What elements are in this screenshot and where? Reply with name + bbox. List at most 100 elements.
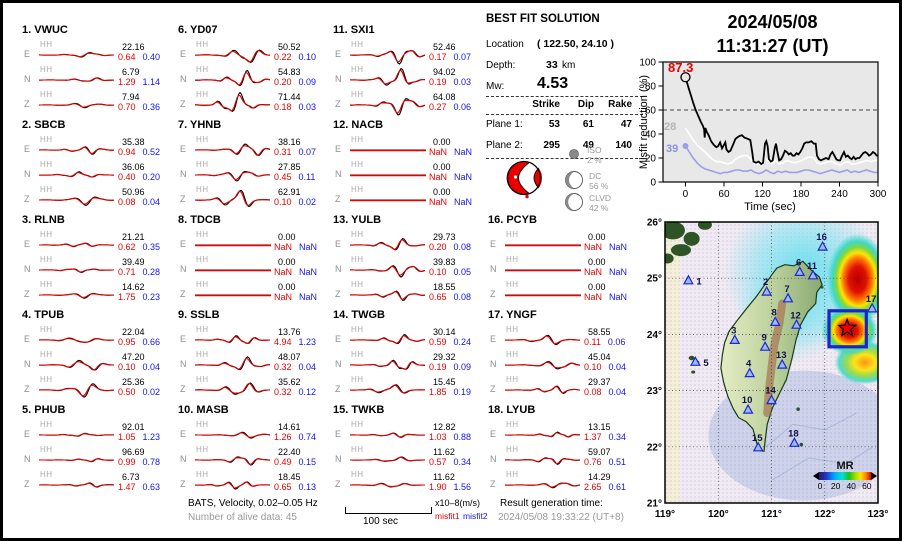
misfit1-value: 0.95 [118, 337, 136, 347]
misfit1-value: 0.10 [429, 267, 447, 277]
station-label: 3. RLNB [22, 214, 65, 226]
peak-amplitude: 30.14 [433, 327, 456, 337]
synthetic-trace [350, 432, 426, 438]
channel-code-label: HH [196, 40, 209, 49]
trace-values: 50.96 0.08 0.04 [118, 187, 160, 207]
waveform-trace [194, 170, 271, 182]
channel-code-label: HH [40, 375, 53, 384]
misfit2-value: 0.61 [608, 482, 627, 492]
peak-amplitude: 38.16 [278, 137, 301, 147]
peak-amplitude: 47.20 [122, 352, 145, 362]
misfit1-value: 0.76 [584, 457, 602, 467]
channel-code-label: HH [196, 375, 209, 384]
observed-trace [194, 356, 271, 371]
synthetic-trace [38, 146, 115, 155]
trace-values: 18.45 0.65 0.13 [274, 472, 316, 492]
misfit2-value: 0.05 [453, 267, 472, 277]
channel-code-label: HH [506, 420, 519, 429]
waveform-trace [194, 431, 271, 439]
best-start-marker [680, 72, 691, 83]
synthetic-trace [194, 190, 271, 207]
waveform-trace [39, 337, 115, 343]
trace-values: 38.16 0.31 0.07 [274, 137, 316, 157]
peak-amplitude: 14.29 [588, 472, 611, 482]
station-block: 6. YD07 E HH 50.52 0.22 0.10 N HH 54.83 0.20 0.09 Z… [178, 24, 332, 117]
channel-code-label: HH [40, 230, 53, 239]
channel-code-label: HH [196, 420, 209, 429]
peak-amplitude: 11.62 [433, 472, 455, 482]
epicenter-star [837, 317, 858, 337]
trace-values: 39.83 0.10 0.05 [429, 257, 471, 277]
depth-unit: km [562, 60, 576, 71]
trace-values: 48.07 0.32 0.04 [274, 352, 316, 372]
misfit2-value: 0.36 [142, 102, 161, 112]
component-label: N [180, 74, 187, 84]
component-label: Z [335, 479, 341, 489]
station-block: 18. LYUB E HH 13.15 1.37 0.34 N HH 59.07 0.76 0.51… [488, 404, 642, 497]
synthetic-trace [194, 358, 271, 370]
station-block: 16. PCYB E HH 0.00 NaN NaN N HH 0.00 NaN NaN Z HH 0.0… [488, 214, 642, 307]
misfit1-value: 0.62 [118, 242, 136, 252]
plane1-strike: 53 [548, 119, 560, 130]
peak-amplitude: 50.96 [122, 187, 145, 197]
map-station-marker [689, 356, 701, 366]
trace-values: 62.91 0.10 0.02 [274, 187, 316, 207]
station-label: 6. YD07 [178, 24, 218, 36]
misfit1-value: 1.29 [118, 77, 136, 87]
x-tick-label: 300 [870, 189, 887, 200]
synthetic-trace [39, 433, 115, 437]
synthetic-trace [194, 457, 271, 466]
misfit1-value: 0.65 [274, 482, 292, 492]
misfit2-value: 0.04 [142, 362, 161, 372]
synthetic-trace [194, 94, 271, 112]
station-label: 8. TDCB [178, 214, 221, 226]
y-tick-label: 100 [639, 58, 656, 69]
component-label: Z [335, 99, 341, 109]
misfit1-value: 0.08 [584, 387, 602, 397]
waveform-trace [504, 431, 581, 438]
col-rake: Rake [608, 99, 632, 110]
plane1-rake: 47 [620, 119, 632, 130]
misfit2-value: 0.04 [142, 197, 161, 207]
trace-values: 47.20 0.10 0.04 [118, 352, 160, 372]
mw-value: 4.53 [537, 75, 569, 92]
colorbar-tick: 40 [846, 481, 856, 491]
component-label: E [180, 429, 187, 439]
waveform-trace [349, 334, 426, 345]
trace-values: 30.14 0.59 0.24 [429, 327, 471, 347]
misfit2-value: NaN [299, 242, 318, 252]
misfit1-value: 0.49 [274, 457, 292, 467]
trace-values: 0.00 NaN NaN [584, 282, 627, 302]
map-station-number: 11 [807, 261, 818, 272]
result-time-value: 2024/05/08 19:33:22 (UT+8) [498, 512, 624, 523]
trace-values: 22.16 0.64 0.40 [118, 42, 160, 62]
misfit1-value: 0.99 [118, 457, 136, 467]
waveform-trace [38, 268, 115, 274]
trace-values: 35.62 0.32 0.12 [274, 377, 316, 397]
station-block: 2. SBCB E HH 35.38 0.94 0.52 N HH 36.06 0.40 0.20 Z… [22, 119, 176, 212]
trace-values: 45.04 0.10 0.04 [584, 352, 626, 372]
peak-amplitude: 22.16 [122, 42, 145, 52]
misfit1-value: 1.03 [429, 432, 447, 442]
peak-amplitude: 39.49 [122, 257, 145, 267]
component-label: N [180, 454, 187, 464]
channel-code-label: HH [196, 65, 209, 74]
peak-amplitude: 92.01 [122, 422, 145, 432]
misfit2-value: 1.14 [142, 77, 161, 87]
synthetic-trace [194, 171, 271, 181]
trace-values: 52.46 0.17 0.07 [429, 42, 471, 62]
white-misfit-line [684, 127, 878, 167]
channel-code-label: HH [351, 65, 364, 74]
map-lon-tick: 120° [708, 509, 729, 520]
component-label: Z [180, 384, 186, 394]
solution-title: BEST FIT SOLUTION [486, 13, 600, 25]
peak-amplitude: 0.00 [433, 187, 451, 197]
colorbar-tick: 20 [831, 481, 841, 491]
misfit2-value: 0.63 [142, 482, 161, 492]
clvd-icon [565, 193, 583, 211]
misfit1-value: 0.64 [118, 52, 136, 62]
peak-amplitude: 36.06 [122, 162, 145, 172]
component-label: N [335, 74, 342, 84]
component-label: Z [490, 289, 496, 299]
map-station-number: 4 [746, 359, 752, 370]
